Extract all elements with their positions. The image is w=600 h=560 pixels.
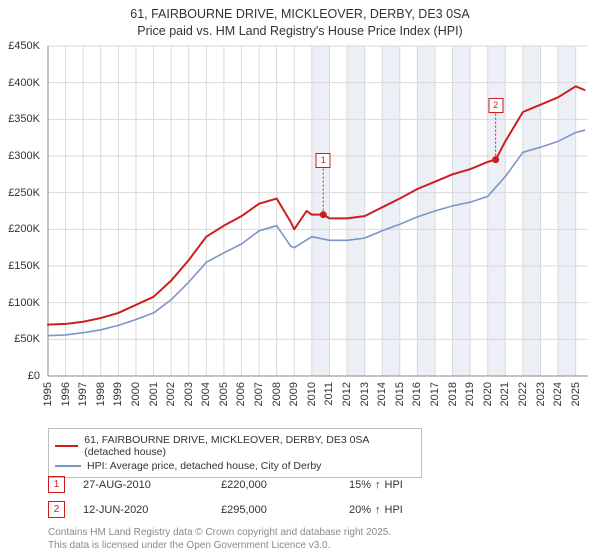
sale-marker-box: 1 <box>48 476 65 493</box>
x-tick-label: 2007 <box>253 382 265 406</box>
sale-date: 12-JUN-2020 <box>83 504 203 516</box>
sale-row: 1 27-AUG-2010 £220,000 15% ↑ HPI <box>48 472 588 497</box>
sale-date: 27-AUG-2010 <box>83 479 203 491</box>
y-tick-label: £400K <box>8 77 40 89</box>
sale-price: £220,000 <box>221 479 331 491</box>
sale-hpi-word: HPI <box>385 504 403 516</box>
x-tick-label: 2024 <box>552 382 564 406</box>
x-tick-label: 2012 <box>341 382 353 406</box>
x-tick-label: 2011 <box>323 382 335 406</box>
x-tick-label: 2018 <box>447 382 459 406</box>
copyright-line-1: Contains HM Land Registry data © Crown c… <box>48 526 588 539</box>
x-tick-label: 2008 <box>271 382 283 406</box>
x-tick-label: 2021 <box>499 382 511 406</box>
title-line-2: Price paid vs. HM Land Registry's House … <box>0 23 600 40</box>
x-tick-label: 2001 <box>148 382 160 406</box>
x-tick-label: 2009 <box>288 382 300 406</box>
y-tick-label: £100K <box>8 297 40 309</box>
plot-area: 12 <box>48 46 588 376</box>
legend-swatch-price <box>55 445 78 447</box>
x-tick-label: 2010 <box>306 382 318 406</box>
x-tick-label: 2025 <box>570 382 582 406</box>
x-tick-label: 2016 <box>411 382 423 406</box>
sale-hpi-pct: 20% <box>349 504 371 516</box>
x-tick-label: 2002 <box>165 382 177 406</box>
x-tick-label: 1995 <box>42 382 54 406</box>
y-axis-ticks: £0£50K£100K£150K£200K£250K£300K£350K£400… <box>0 46 44 376</box>
y-tick-label: £200K <box>8 223 40 235</box>
chart-title: 61, FAIRBOURNE DRIVE, MICKLEOVER, DERBY,… <box>0 0 600 40</box>
chart-area: £0 £50K £100K £150K £200K £250K £300K £350K £400… <box>0 42 600 422</box>
x-tick-label: 1998 <box>95 382 107 406</box>
y-tick-label: £350K <box>8 113 40 125</box>
legend-row: 61, FAIRBOURNE DRIVE, MICKLEOVER, DERBY,… <box>55 433 415 459</box>
legend-swatch-hpi <box>55 465 81 467</box>
sale-hpi: 15% ↑ HPI <box>349 479 403 491</box>
x-tick-label: 2015 <box>394 382 406 406</box>
y-tick-label: £300K <box>8 150 40 162</box>
arrow-up-icon: ↑ <box>375 479 381 491</box>
x-tick-label: 2017 <box>429 382 441 406</box>
x-tick-label: 2022 <box>517 382 529 406</box>
sales-table: 1 27-AUG-2010 £220,000 15% ↑ HPI 2 12-JUN-2020 £… <box>48 472 588 522</box>
x-tick-label: 1997 <box>77 382 89 406</box>
legend-label-hpi: HPI: Average price, detached house, City… <box>87 460 321 472</box>
sale-marker-box: 2 <box>48 501 65 518</box>
copyright-notice: Contains HM Land Registry data © Crown c… <box>48 526 588 552</box>
x-tick-label: 1999 <box>112 382 124 406</box>
y-tick-label: £150K <box>8 260 40 272</box>
x-axis-ticks: 1995199619971998199920002001200220032004… <box>48 378 588 422</box>
legend: 61, FAIRBOURNE DRIVE, MICKLEOVER, DERBY,… <box>48 428 422 478</box>
sale-marker-1: 1 <box>316 153 331 168</box>
arrow-up-icon: ↑ <box>375 504 381 516</box>
y-tick-label: £0 <box>28 370 40 382</box>
legend-row: HPI: Average price, detached house, City… <box>55 459 415 473</box>
y-tick-label: £250K <box>8 187 40 199</box>
sale-hpi: 20% ↑ HPI <box>349 504 403 516</box>
x-tick-label: 2013 <box>359 382 371 406</box>
x-tick-label: 2000 <box>130 382 142 406</box>
sale-price: £295,000 <box>221 504 331 516</box>
copyright-line-2: This data is licensed under the Open Gov… <box>48 539 588 552</box>
x-tick-label: 2005 <box>218 382 230 406</box>
plot-svg <box>48 46 588 376</box>
x-tick-label: 2004 <box>200 382 212 406</box>
legend-label-price: 61, FAIRBOURNE DRIVE, MICKLEOVER, DERBY,… <box>84 434 415 458</box>
x-tick-label: 2019 <box>464 382 476 406</box>
sale-hpi-pct: 15% <box>349 479 371 491</box>
y-tick-label: £50K <box>14 333 40 345</box>
title-line-1: 61, FAIRBOURNE DRIVE, MICKLEOVER, DERBY,… <box>0 6 600 23</box>
y-tick-label: £450K <box>8 40 40 52</box>
x-tick-label: 2003 <box>183 382 195 406</box>
x-tick-label: 2023 <box>535 382 547 406</box>
x-tick-label: 1996 <box>60 382 72 406</box>
x-tick-label: 2014 <box>376 382 388 406</box>
x-tick-label: 2020 <box>482 382 494 406</box>
sale-row: 2 12-JUN-2020 £295,000 20% ↑ HPI <box>48 497 588 522</box>
x-tick-label: 2006 <box>235 382 247 406</box>
sale-marker-2: 2 <box>488 98 503 113</box>
sale-hpi-word: HPI <box>385 479 403 491</box>
